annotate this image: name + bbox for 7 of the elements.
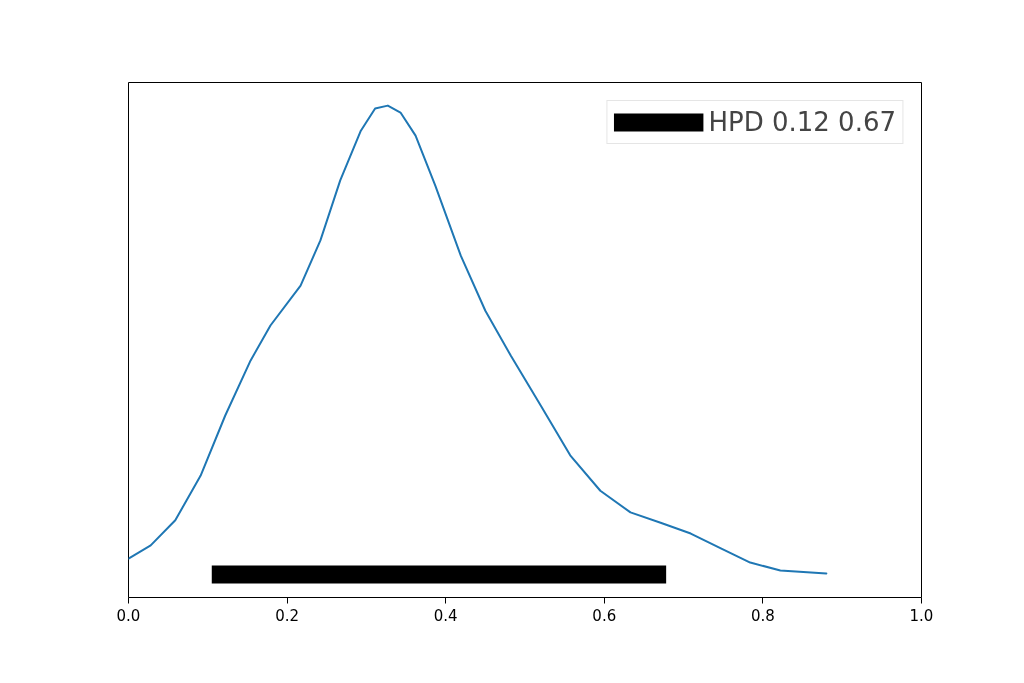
x-tick-label: 0.0: [116, 606, 141, 625]
x-tick-label: 0.4: [433, 606, 458, 625]
x-tick-label: 0.6: [592, 606, 617, 625]
legend-label: HPD 0.12 0.67: [708, 107, 896, 137]
x-tick-label: 0.8: [750, 606, 775, 625]
x-tick-label: 0.2: [275, 606, 300, 625]
x-tick-label: 1.0: [909, 606, 934, 625]
